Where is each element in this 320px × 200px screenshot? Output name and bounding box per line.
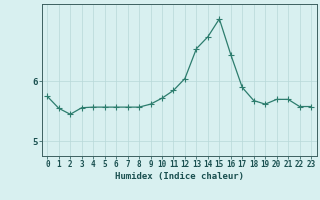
X-axis label: Humidex (Indice chaleur): Humidex (Indice chaleur) [115,172,244,181]
